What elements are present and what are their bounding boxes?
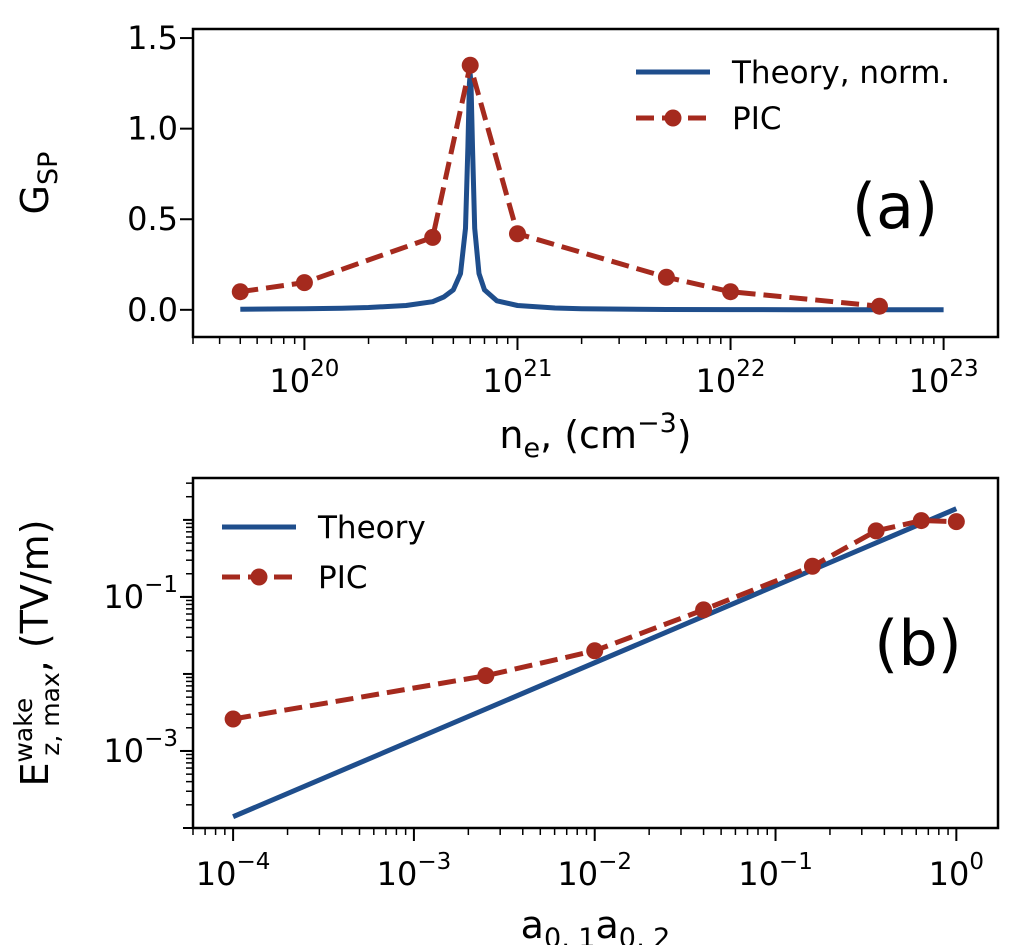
x-axis: 10−4 10−3 10−2 10−1 100 bbox=[192, 828, 984, 893]
x-axis-title: ne, (cm−3) bbox=[499, 408, 691, 464]
y-tick-label: 10−3 bbox=[103, 726, 178, 770]
x-axis: 1020 1021 1022 1023 bbox=[192, 337, 979, 400]
plot-frame bbox=[191, 27, 1000, 339]
x-tick-label: 1020 bbox=[269, 356, 339, 400]
x-tick-label: 10−2 bbox=[557, 849, 632, 893]
y-tick-label: 0.0 bbox=[127, 291, 178, 329]
x-tick-label: 1021 bbox=[482, 356, 552, 400]
panel-label: (b) bbox=[874, 607, 962, 680]
data-point bbox=[803, 557, 821, 575]
legend-label: Theory bbox=[317, 510, 426, 546]
data-point bbox=[461, 56, 479, 74]
x-tick-label: 1023 bbox=[909, 356, 979, 400]
y-tick-label: 1.0 bbox=[127, 110, 178, 148]
series-pic bbox=[231, 56, 888, 315]
y-tick-label: 1.5 bbox=[127, 19, 178, 57]
legend-marker bbox=[250, 568, 268, 586]
series-line bbox=[240, 71, 944, 313]
x-tick-label: 10−4 bbox=[196, 849, 271, 893]
legend: Theory PIC bbox=[222, 510, 426, 596]
data-point bbox=[867, 522, 885, 540]
x-tick-label: 1022 bbox=[696, 356, 766, 400]
data-point bbox=[870, 297, 888, 315]
legend-label: PIC bbox=[732, 101, 781, 137]
data-point bbox=[295, 274, 313, 292]
series-theory bbox=[240, 71, 944, 313]
data-point bbox=[477, 667, 495, 685]
legend-label: Theory, norm. bbox=[731, 55, 950, 91]
data-point bbox=[586, 642, 604, 660]
legend-label: PIC bbox=[318, 560, 367, 596]
y-tick-label: 0.5 bbox=[127, 200, 178, 238]
y-axis: 10−3 10−1 bbox=[103, 482, 193, 829]
y-tick-label: 10−1 bbox=[103, 572, 178, 616]
x-tick-label: 10−1 bbox=[738, 849, 813, 893]
data-point bbox=[722, 283, 740, 301]
data-point bbox=[947, 513, 965, 531]
series-line bbox=[232, 518, 957, 722]
series-theory bbox=[232, 506, 958, 820]
x-axis-title: a0, 1a0, 2 bbox=[521, 903, 671, 945]
x-tick-label: 100 bbox=[929, 849, 984, 893]
legend: Theory, norm. PIC bbox=[636, 55, 950, 137]
y-axis: 0.0 0.5 1.0 1.5 bbox=[127, 19, 193, 329]
data-point bbox=[912, 512, 930, 530]
legend-marker bbox=[664, 109, 682, 127]
panel-label: (a) bbox=[852, 170, 938, 243]
y-axis-title: Ewakez, max, (TV/m) bbox=[9, 519, 65, 786]
chart-panel-b: 10−4 10−3 10−2 10−1 100 10−3 10−1 a0, 1a0, 2 Ewa… bbox=[9, 476, 1000, 945]
x-tick-label: 10−3 bbox=[377, 849, 452, 893]
data-point bbox=[231, 283, 249, 301]
series-pic bbox=[224, 512, 965, 728]
y-axis-title: GSP bbox=[13, 152, 64, 215]
data-point bbox=[508, 225, 526, 243]
data-point bbox=[424, 228, 442, 246]
data-point bbox=[657, 268, 675, 286]
series-line bbox=[239, 62, 880, 309]
data-point bbox=[224, 710, 242, 728]
chart-panel-a: 1020 1021 1022 1023 0.0 0.5 1.0 1.5 ne, (cm−3) GS… bbox=[13, 19, 1000, 464]
data-point bbox=[695, 601, 713, 619]
series-line bbox=[232, 506, 958, 820]
